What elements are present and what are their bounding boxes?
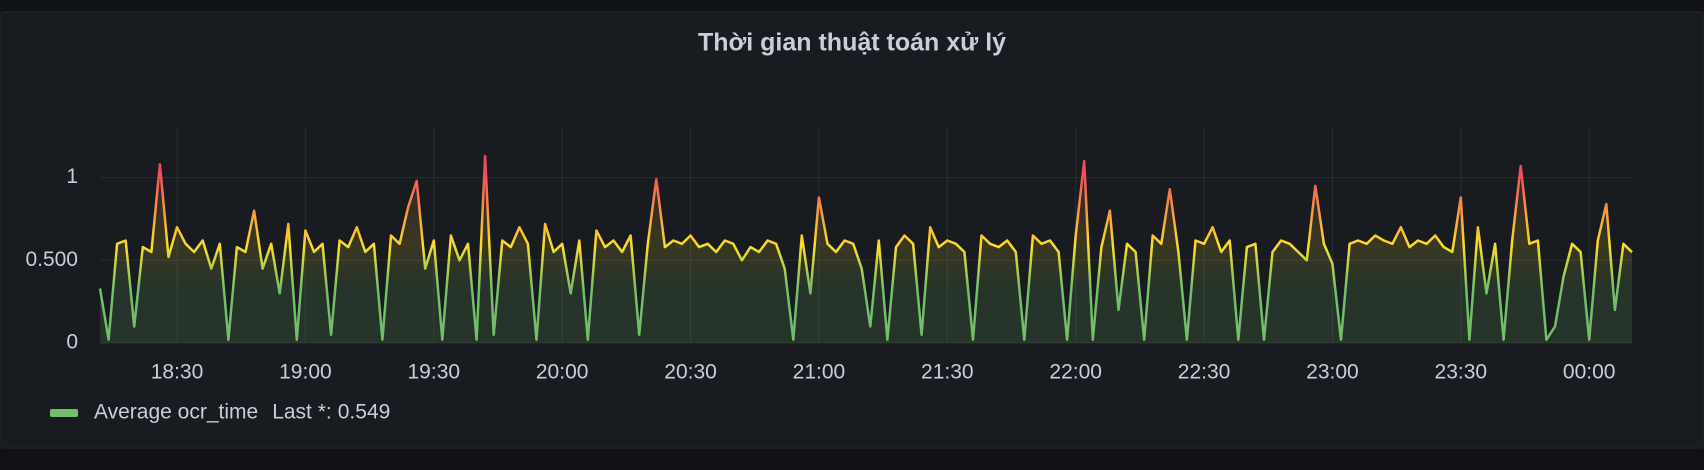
x-tick-label: 23:30 [1435, 361, 1488, 384]
x-tick-label: 19:00 [279, 361, 332, 384]
legend-label: Average ocr_time [94, 401, 258, 424]
x-tick-label: 21:00 [793, 361, 846, 384]
x-tick-label: 20:00 [536, 361, 589, 384]
legend-stat-label: Last *: [272, 401, 332, 424]
x-tick-label: 00:00 [1563, 361, 1616, 384]
legend-swatch [50, 409, 78, 417]
x-tick-label: 22:00 [1049, 361, 1102, 384]
x-tick-label: 18:30 [151, 361, 204, 384]
x-tick-label: 20:30 [664, 361, 717, 384]
x-tick-label: 23:00 [1306, 361, 1359, 384]
x-tick-label: 19:30 [408, 361, 461, 384]
y-tick-label: 1 [66, 165, 78, 188]
x-tick-label: 22:30 [1178, 361, 1231, 384]
y-tick-label: 0 [66, 331, 78, 354]
x-tick-label: 21:30 [921, 361, 974, 384]
line [98, 154, 1633, 341]
y-tick-label: 0.500 [25, 248, 78, 271]
chart-title: Thời gian thuật toán xử lý [698, 29, 1006, 57]
legend-stat-value: 0.549 [338, 401, 391, 424]
